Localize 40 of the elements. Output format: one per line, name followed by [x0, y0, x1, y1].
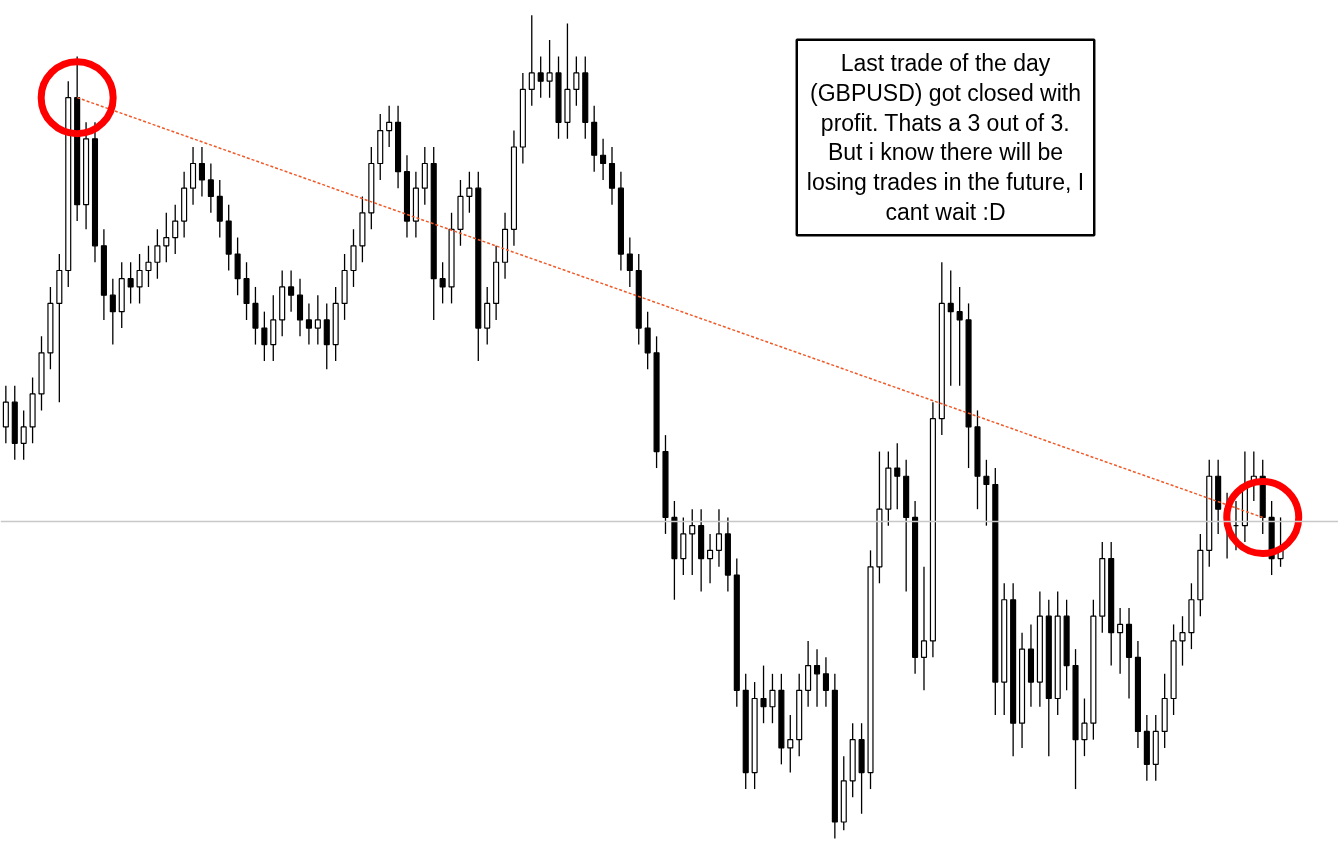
annotation: Last trade of the day (GBPUSD) got closed with profit. Thats a 3 out of 3. But i know there will be losing trades in the future, I cant wait :D — [806, 49, 1085, 226]
candlestick — [466, 171, 473, 214]
candlestick — [528, 14, 535, 107]
candlestick — [600, 138, 607, 181]
candlestick — [787, 714, 794, 774]
candlestick — [145, 245, 152, 288]
candlestick — [163, 212, 170, 263]
candlestick — [573, 55, 580, 107]
candlestick — [386, 105, 393, 148]
candlestick — [1117, 607, 1124, 675]
candlestick — [439, 261, 446, 305]
candlestick — [288, 269, 295, 313]
candlestick — [707, 533, 714, 584]
candlestick — [956, 286, 963, 387]
candlestick — [1179, 615, 1186, 667]
candlestick — [947, 269, 954, 387]
candlestick — [314, 294, 321, 346]
candlestick — [537, 55, 544, 99]
candlestick — [626, 236, 633, 288]
candlestick — [261, 311, 268, 362]
candlestick — [127, 261, 134, 305]
candlestick — [894, 442, 901, 510]
candlestick — [920, 566, 928, 691]
candlestick — [109, 278, 116, 346]
candlestick — [20, 409, 27, 461]
candlestick — [305, 302, 312, 346]
candlestick — [198, 146, 206, 198]
candlestick — [822, 656, 829, 708]
candlestick — [760, 664, 767, 724]
candlestick — [172, 203, 179, 255]
candlestick — [207, 162, 214, 214]
candlestick — [689, 508, 696, 576]
candlestick — [1081, 697, 1088, 757]
candlestick — [715, 508, 723, 568]
candlestick — [136, 253, 143, 305]
candlestick — [983, 459, 990, 527]
candlestick — [769, 673, 776, 724]
candlestick — [546, 39, 553, 99]
candlestick — [813, 648, 821, 708]
candlestick — [154, 228, 161, 280]
